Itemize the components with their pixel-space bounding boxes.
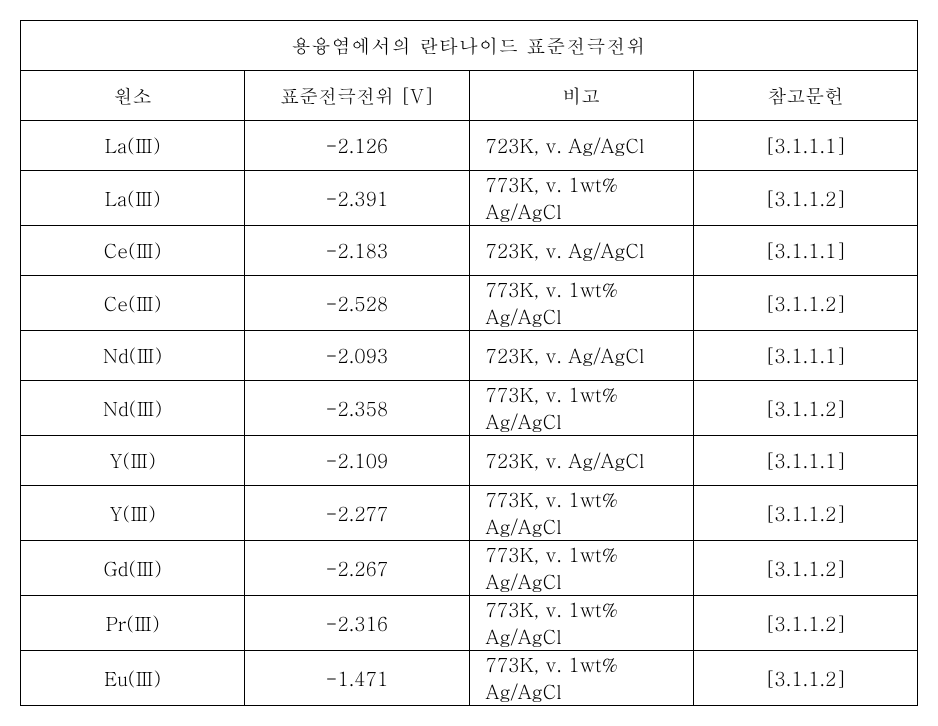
cell-element: Nd(Ⅲ) bbox=[21, 331, 245, 381]
cell-potential: -2.109 bbox=[245, 436, 469, 486]
cell-ref: [3.1.1.2] bbox=[693, 541, 917, 596]
col-header-element: 원소 bbox=[21, 71, 245, 121]
cell-ref: [3.1.1.2] bbox=[693, 171, 917, 226]
table-row: Ce(Ⅲ) -2.528 773K, v. 1wt% Ag/AgCl [3.1.… bbox=[21, 276, 918, 331]
cell-element: La(Ⅲ) bbox=[21, 121, 245, 171]
cell-ref: [3.1.1.1] bbox=[693, 436, 917, 486]
cell-ref: [3.1.1.2] bbox=[693, 381, 917, 436]
cell-potential: -2.391 bbox=[245, 171, 469, 226]
cell-note: 773K, v. 1wt% Ag/AgCl bbox=[469, 596, 693, 651]
col-header-note: 비고 bbox=[469, 71, 693, 121]
table-row: Nd(Ⅲ) -2.093 723K, v. Ag/AgCl [3.1.1.1] bbox=[21, 331, 918, 381]
table-row: Ce(Ⅲ) -2.183 723K, v. Ag/AgCl [3.1.1.1] bbox=[21, 226, 918, 276]
cell-potential: -2.277 bbox=[245, 486, 469, 541]
cell-potential: -2.316 bbox=[245, 596, 469, 651]
cell-note: 723K, v. Ag/AgCl bbox=[469, 121, 693, 171]
cell-note: 773K, v. 1wt% Ag/AgCl bbox=[469, 381, 693, 436]
table-title: 용융염에서의 란타나이드 표준전극전위 bbox=[21, 21, 918, 71]
col-header-ref: 참고문헌 bbox=[693, 71, 917, 121]
cell-element: Pr(Ⅲ) bbox=[21, 596, 245, 651]
cell-note: 773K, v. 1wt% Ag/AgCl bbox=[469, 541, 693, 596]
cell-note: 773K, v. 1wt% Ag/AgCl bbox=[469, 171, 693, 226]
cell-ref: [3.1.1.1] bbox=[693, 331, 917, 381]
cell-potential: -2.267 bbox=[245, 541, 469, 596]
col-header-potential: 표준전극전위 [V] bbox=[245, 71, 469, 121]
cell-potential: -1.471 bbox=[245, 651, 469, 706]
title-row: 용융염에서의 란타나이드 표준전극전위 bbox=[21, 21, 918, 71]
table-row: La(Ⅲ) -2.391 773K, v. 1wt% Ag/AgCl [3.1.… bbox=[21, 171, 918, 226]
cell-potential: -2.093 bbox=[245, 331, 469, 381]
cell-element: Y(Ⅲ) bbox=[21, 436, 245, 486]
cell-note: 773K, v. 1wt% Ag/AgCl bbox=[469, 276, 693, 331]
cell-note: 723K, v. Ag/AgCl bbox=[469, 226, 693, 276]
cell-element: Ce(Ⅲ) bbox=[21, 276, 245, 331]
cell-element: Y(Ⅲ) bbox=[21, 486, 245, 541]
cell-ref: [3.1.1.2] bbox=[693, 486, 917, 541]
cell-potential: -2.358 bbox=[245, 381, 469, 436]
cell-element: Ce(Ⅲ) bbox=[21, 226, 245, 276]
cell-potential: -2.528 bbox=[245, 276, 469, 331]
table-row: Y(Ⅲ) -2.109 723K, v. Ag/AgCl [3.1.1.1] bbox=[21, 436, 918, 486]
table-row: Gd(Ⅲ) -2.267 773K, v. 1wt% Ag/AgCl [3.1.… bbox=[21, 541, 918, 596]
header-row: 원소 표준전극전위 [V] 비고 참고문헌 bbox=[21, 71, 918, 121]
cell-note: 773K, v. 1wt% Ag/AgCl bbox=[469, 651, 693, 706]
cell-potential: -2.183 bbox=[245, 226, 469, 276]
cell-potential: -2.126 bbox=[245, 121, 469, 171]
cell-ref: [3.1.1.1] bbox=[693, 121, 917, 171]
table-row: Eu(Ⅲ) -1.471 773K, v. 1wt% Ag/AgCl [3.1.… bbox=[21, 651, 918, 706]
cell-element: Gd(Ⅲ) bbox=[21, 541, 245, 596]
table-row: La(Ⅲ) -2.126 723K, v. Ag/AgCl [3.1.1.1] bbox=[21, 121, 918, 171]
cell-ref: [3.1.1.1] bbox=[693, 226, 917, 276]
lanthanide-potential-table: 용융염에서의 란타나이드 표준전극전위 원소 표준전극전위 [V] 비고 참고문… bbox=[20, 20, 918, 706]
cell-element: Nd(Ⅲ) bbox=[21, 381, 245, 436]
cell-ref: [3.1.1.2] bbox=[693, 276, 917, 331]
cell-note: 723K, v. Ag/AgCl bbox=[469, 436, 693, 486]
table-row: Pr(Ⅲ) -2.316 773K, v. 1wt% Ag/AgCl [3.1.… bbox=[21, 596, 918, 651]
cell-element: Eu(Ⅲ) bbox=[21, 651, 245, 706]
cell-note: 723K, v. Ag/AgCl bbox=[469, 331, 693, 381]
cell-note: 773K, v. 1wt% Ag/AgCl bbox=[469, 486, 693, 541]
table-row: Y(Ⅲ) -2.277 773K, v. 1wt% Ag/AgCl [3.1.1… bbox=[21, 486, 918, 541]
cell-element: La(Ⅲ) bbox=[21, 171, 245, 226]
cell-ref: [3.1.1.2] bbox=[693, 651, 917, 706]
cell-ref: [3.1.1.2] bbox=[693, 596, 917, 651]
table-row: Nd(Ⅲ) -2.358 773K, v. 1wt% Ag/AgCl [3.1.… bbox=[21, 381, 918, 436]
